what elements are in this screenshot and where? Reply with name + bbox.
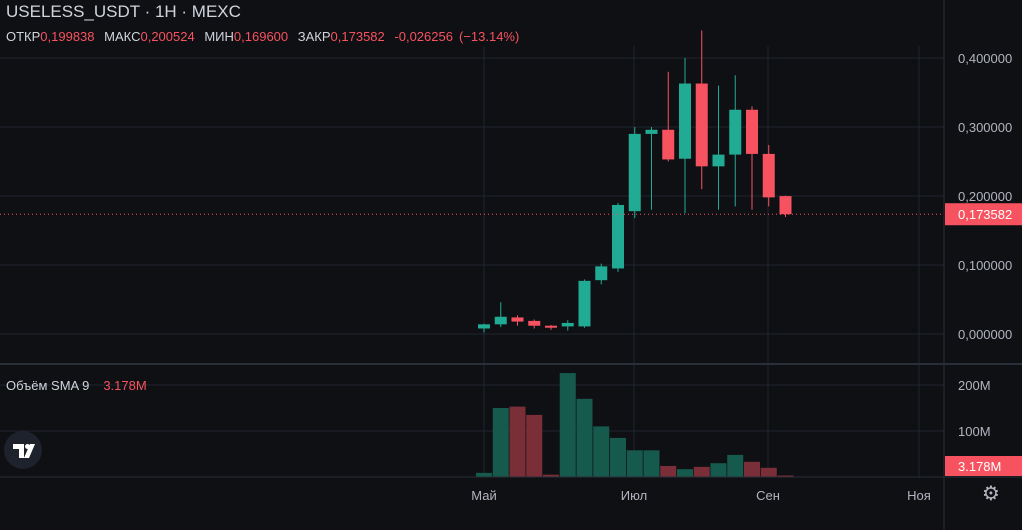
volume-bar-up [593,426,610,477]
candle-up [729,109,742,155]
price-tick-label: 0,000000 [958,327,1012,342]
candle-up [712,154,725,167]
volume-badge [945,456,1022,476]
last-price-badge [945,203,1022,226]
candle-up [628,133,641,212]
volume-legend-value: 3.178M [103,378,147,393]
volume-bar-up [576,398,593,477]
candle-down [662,129,675,160]
price-tick-label: 0,300000 [958,120,1012,135]
candle-down [746,109,758,154]
gear-icon[interactable]: ⚙ [982,483,1000,505]
close-value: 0,173582 [330,29,385,44]
volume-badge-label: 3.178M [958,459,1001,474]
open-label: ОТКР [6,29,41,44]
time-axis-label[interactable]: Сен [756,488,780,503]
volume-bar-up [643,450,660,477]
volume-tick-label: 100M [958,424,991,439]
candle-up [612,204,624,269]
candle-up [595,266,608,281]
volume-bar-down [777,475,794,477]
low-label: МИН [204,29,234,44]
high-value: 0,200524 [140,29,195,44]
grid-layer [0,46,944,477]
volume-bar-up [610,437,626,477]
candle-up [561,322,574,327]
volume-bar-down [693,466,710,477]
volume-bar-down [543,474,559,477]
volume-bar-up [626,450,643,477]
volume-bar-down [660,465,677,477]
price-tick-label: 0,400000 [958,51,1012,66]
volume-bar-up [677,469,693,477]
change-value: -0,026256 [394,29,453,44]
change-percent: (−13.14%) [458,29,520,44]
tradingview-logo-icon[interactable] [4,431,42,469]
candle-down [779,196,792,215]
candle-up [478,324,490,329]
candle-down [528,320,541,326]
candle-down [511,317,524,322]
volume-bar-up [710,463,727,477]
volume-bar-down [744,461,760,477]
time-axis-label[interactable]: Май [471,488,496,503]
volume-bar-up [476,472,492,477]
volume-bar-down [509,406,526,477]
low-value: 0,169600 [233,29,289,44]
volume-legend-label: Объём SMA 9 [6,378,90,393]
close-label: ЗАКР [297,29,331,44]
price-tick-label: 0,100000 [958,258,1012,273]
high-label: МАКС [104,29,141,44]
volume-bars [476,373,794,477]
candle-down [762,153,775,198]
ohlc-legend: ОТКР0,199838 МАКС0,200524 МИН0,169600 ЗА… [6,29,525,44]
candle-down [545,325,557,328]
candle-up [578,280,591,327]
time-axis-label[interactable]: Ноя [907,488,931,503]
candle-up [494,316,507,325]
volume-tick-label: 200M [958,378,991,393]
price-tick-label: 0,200000 [958,189,1012,204]
volume-bar-up [492,408,509,477]
volume-bar-up [559,373,576,477]
volume-bar-down [526,414,543,477]
symbol-title[interactable]: USELESS_USDT · 1H · MEXC [6,2,241,21]
time-axis-label[interactable]: Июл [621,488,647,503]
candle-up [679,83,691,159]
open-value: 0,199838 [40,29,95,44]
candle-up [645,129,658,134]
candle-down [695,83,708,167]
candles [478,30,792,333]
last-price-label: 0,173582 [958,207,1012,222]
volume-bar-up [727,454,744,477]
volume-legend[interactable]: Объём SMA 9 3.178M [6,378,147,393]
volume-bar-down [760,467,777,477]
